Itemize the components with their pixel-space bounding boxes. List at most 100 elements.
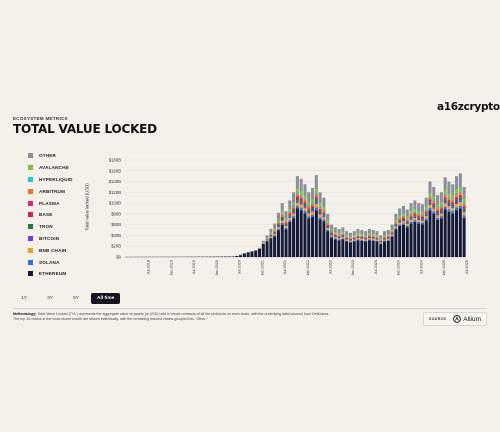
bar-segment-solana	[345, 240, 349, 242]
bar-segment-hyperliquid	[314, 192, 318, 194]
legend-label: SOLANA	[39, 259, 60, 265]
bar-segment-bnb-chain	[432, 208, 436, 212]
bar-segment-arbitrum	[341, 233, 345, 235]
bar-segment-ethereum	[333, 239, 337, 257]
source-badge[interactable]: SOURCE Allium	[423, 312, 487, 326]
bar-segment-arbitrum	[280, 214, 284, 217]
bar-segment-arbitrum	[432, 201, 436, 204]
bar-segment-other	[288, 200, 292, 210]
legend-item-hyperliquid[interactable]: HYPERLIQUID	[28, 174, 73, 186]
bar-segment-tron	[447, 202, 451, 205]
bar-segment-bnb-chain	[284, 226, 288, 229]
bar-segment-bitcoin	[428, 203, 432, 206]
bar-segment-solana	[295, 205, 299, 209]
bar-segment-plasma	[314, 196, 318, 198]
bar-segment-arbitrum	[424, 209, 428, 212]
bar-segment-other	[375, 231, 379, 236]
bar-segment-avalanche	[451, 195, 455, 199]
bar-segment-avalanche	[367, 233, 371, 235]
bar-segment-other	[345, 231, 349, 236]
tab-all-time[interactable]: All time	[91, 293, 121, 304]
bar-segment-bnb-chain	[420, 220, 424, 223]
bar-segment-other	[356, 228, 360, 234]
tab-1y[interactable]: 1Y	[21, 296, 27, 301]
bar-segment-arbitrum	[439, 206, 443, 209]
bar-segment-ethereum	[424, 220, 428, 257]
bar-segment-arbitrum	[413, 211, 417, 214]
bar-segment-solana	[413, 220, 417, 222]
bar-segment-other	[394, 213, 398, 221]
bar-segment-plasma	[447, 199, 451, 201]
bar-segment-hyperliquid	[295, 192, 299, 194]
bar-segment-ethereum	[447, 211, 451, 257]
legend-swatch	[28, 224, 33, 230]
bar-segment-hyperliquid	[318, 205, 322, 207]
bar-segment-hyperliquid	[436, 207, 440, 209]
bar-segment-base	[386, 236, 390, 238]
bar-segment-ethereum	[420, 224, 424, 257]
bar-segment-bnb-chain	[379, 242, 383, 244]
bar-segment-avalanche	[318, 203, 322, 206]
legend-item-other[interactable]: OTHER	[28, 150, 73, 162]
legend-item-arbitrum[interactable]: ARBITRUM	[28, 185, 73, 197]
bar-segment-other	[303, 184, 307, 196]
bar-segment-hyperliquid	[394, 221, 398, 223]
bar-segment-bitcoin	[288, 216, 292, 219]
bar-segment-avalanche	[360, 234, 364, 236]
bar-segment-other	[451, 184, 455, 196]
bar-segment-arbitrum	[352, 236, 356, 238]
source-label: SOURCE	[429, 317, 447, 321]
bar-segment-arbitrum	[462, 203, 466, 206]
bar-segment-plasma	[276, 223, 280, 225]
bar-segment-ethereum	[276, 230, 280, 257]
bar-segment-bnb-chain	[443, 203, 447, 207]
bar-segment-other	[443, 177, 447, 191]
bar-segment-arbitrum	[401, 215, 405, 218]
legend-item-avalanche[interactable]: AVALANCHE	[28, 162, 73, 174]
bar-segment-base	[451, 202, 455, 205]
bar-segment-bnb-chain	[292, 213, 296, 217]
bar-segment-ethereum	[375, 241, 379, 257]
bar-segment-hyperliquid	[284, 220, 288, 221]
bar-segment-avalanche	[390, 229, 394, 231]
legend-item-bnb-chain[interactable]: BNB CHAIN	[28, 244, 73, 256]
bar-segment-base	[284, 222, 288, 224]
legend-label: BNB CHAIN	[39, 247, 67, 253]
bar-segment-other	[447, 181, 451, 194]
bar-segment-solana	[314, 207, 318, 211]
bar-segment-tron	[462, 208, 466, 211]
bar-segment-arbitrum	[314, 193, 318, 197]
bar-segment-bitcoin	[432, 207, 436, 209]
legend-item-solana[interactable]: SOLANA	[28, 256, 73, 268]
bar-segment-base	[299, 198, 303, 201]
tab-3y[interactable]: 3Y	[47, 296, 53, 301]
bar-segment-solana	[341, 238, 345, 240]
bar-segment-hyperliquid	[288, 210, 292, 212]
bar-segment-arbitrum	[288, 211, 292, 214]
bar-segment-other	[386, 230, 390, 235]
bar-segment-base	[292, 208, 296, 211]
bar-segment-arbitrum	[333, 233, 337, 235]
legend-item-base[interactable]: BASE	[28, 209, 73, 221]
bar-segment-plasma	[303, 202, 307, 203]
tab-5y[interactable]: 5Y	[73, 296, 79, 301]
bar-segment-other	[265, 235, 269, 238]
bar-segment-other	[432, 186, 436, 198]
bar-segment-ethereum	[398, 225, 402, 257]
bar-segment-solana	[394, 228, 398, 230]
bar-segment-ethereum	[352, 241, 356, 257]
legend-item-bitcoin[interactable]: BITCOIN	[28, 233, 73, 245]
bar-segment-other	[329, 224, 334, 230]
legend-item-tron[interactable]: TRON	[28, 221, 73, 233]
bar-segment-bnb-chain	[424, 216, 428, 219]
legend-swatch	[28, 165, 33, 171]
bar-segment-tron	[386, 237, 390, 239]
bar-segment-base	[436, 210, 440, 213]
bar-segment-ethereum	[273, 236, 277, 257]
legend-label: HYPERLIQUID	[39, 176, 73, 182]
legend-item-plasma[interactable]: PLASMA	[28, 197, 73, 209]
bar-segment-bnb-chain	[364, 239, 368, 241]
bar-segment-solana	[375, 240, 379, 242]
bar-segment-bnb-chain	[333, 237, 337, 239]
legend-item-ethereum[interactable]: ETHEREUM	[28, 268, 73, 280]
